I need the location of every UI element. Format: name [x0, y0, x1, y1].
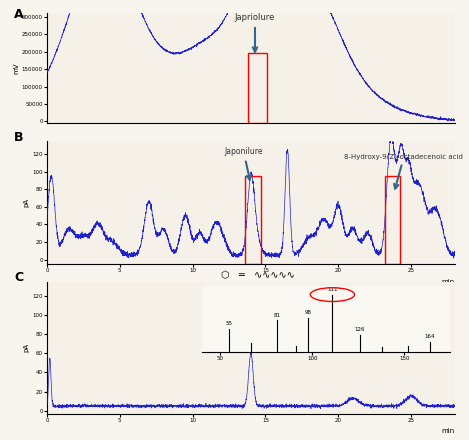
Bar	[385, 176, 400, 264]
Bar	[245, 176, 261, 264]
Text: ⬡   ═   ∿∿∿∿∿: ⬡ ═ ∿∿∿∿∿	[221, 270, 295, 280]
Text: 111: 111	[327, 287, 338, 292]
Text: A: A	[14, 7, 24, 21]
Text: B: B	[14, 131, 24, 144]
Text: 8-Hydroxy-9(Z)-octadecenoic acid: 8-Hydroxy-9(Z)-octadecenoic acid	[345, 154, 463, 189]
Text: 55: 55	[226, 321, 233, 326]
Y-axis label: mV: mV	[13, 62, 19, 74]
Text: 111: 111	[218, 293, 232, 298]
X-axis label: min: min	[442, 279, 455, 285]
Text: 81: 81	[274, 312, 280, 318]
Text: Japonilure: Japonilure	[224, 147, 263, 180]
Text: 98: 98	[305, 310, 312, 315]
Text: 164: 164	[425, 334, 435, 339]
Text: C: C	[14, 271, 23, 284]
Text: 126: 126	[355, 327, 365, 332]
Y-axis label: pA: pA	[23, 198, 30, 207]
Y-axis label: pA: pA	[23, 343, 30, 352]
X-axis label: min: min	[442, 428, 455, 434]
Bar	[248, 53, 267, 123]
Text: Japriolure: Japriolure	[235, 13, 275, 52]
